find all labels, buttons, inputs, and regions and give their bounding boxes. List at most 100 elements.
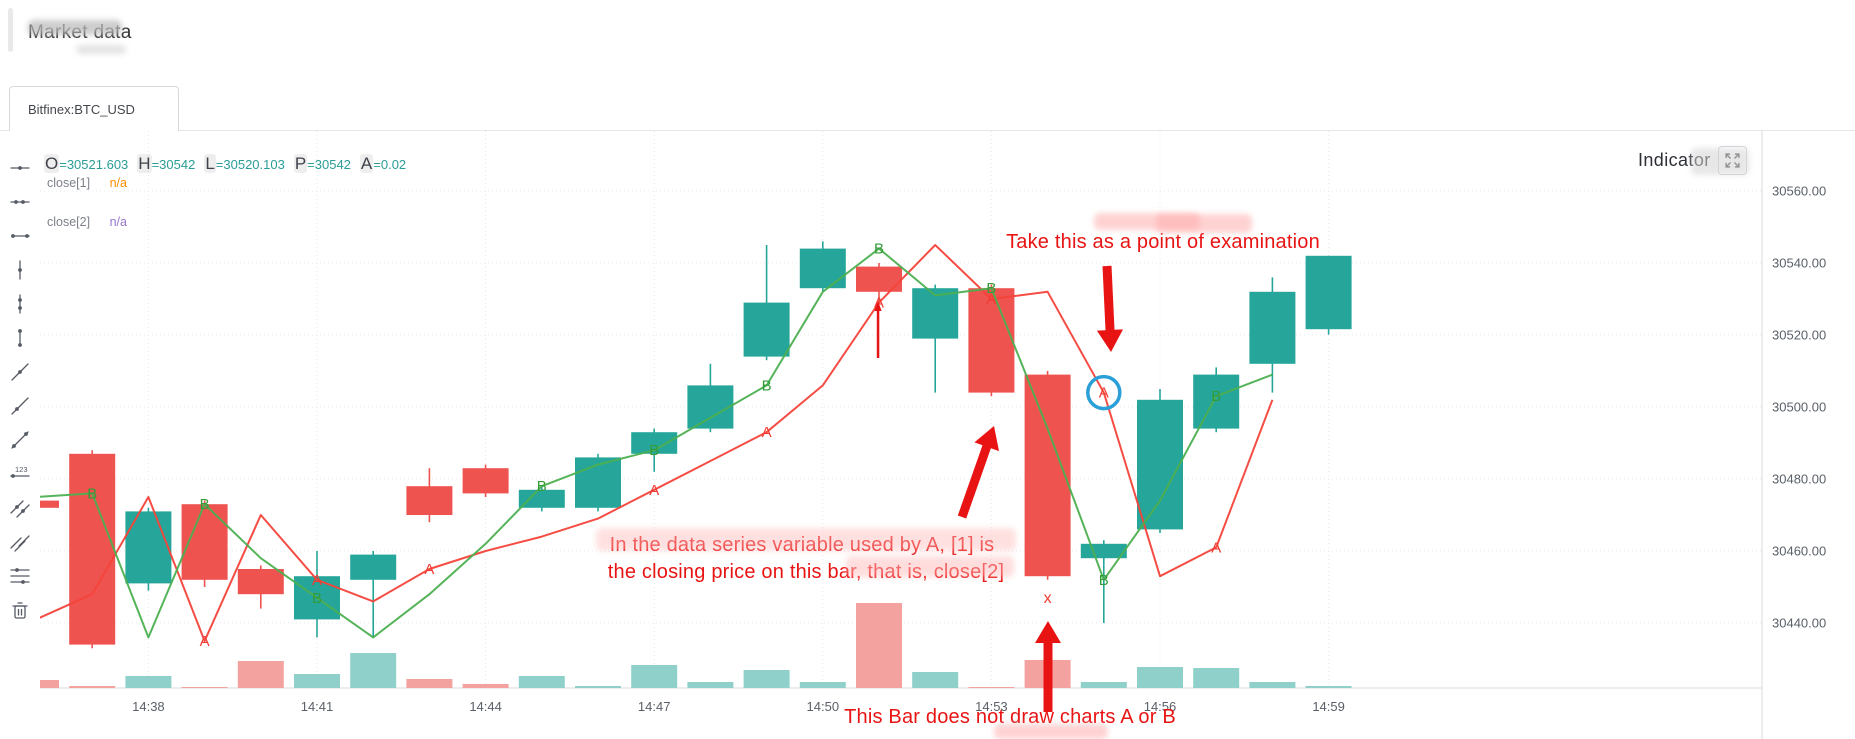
time-axis-label: 14:59 [1312,699,1345,714]
vertical-line-tool-icon [18,260,22,280]
volume-bar [912,672,959,688]
delete-tool-icon [12,602,28,619]
series-A-letter-marker: A [200,633,210,650]
vertical-segment-tool-icon [18,294,22,314]
volume-bar [631,665,678,688]
expand-icon [1725,153,1740,168]
trend-line-tool-icon [11,363,29,381]
candle [912,288,959,339]
time-axis-label: 14:50 [807,699,840,714]
legend-price-key: P [293,154,308,173]
tab-symbol[interactable]: Bitfinex:BTC_USD [9,86,179,131]
candle [40,500,59,508]
delete-tool[interactable] [7,597,33,623]
tab-symbol-label: Bitfinex:BTC_USD [28,101,135,117]
series-B-letter-marker: B [874,241,884,258]
price-axis-label: 30440.00 [1772,616,1826,631]
time-axis-label: 14:53 [975,699,1008,714]
volume-bar [575,686,621,688]
legend-amount-value: =0.02 [373,157,407,172]
legend-low-key: L [204,154,216,173]
candle [687,385,734,429]
candle [743,302,790,357]
volume-bar [1305,686,1352,688]
legend-close2-label: close[2] [47,215,91,229]
annotation-arrow [874,301,882,358]
x-marker: x [1044,590,1052,607]
page-header: Market data Bitfinex:BTC_USD [0,0,1855,131]
expand-button[interactable] [1717,146,1747,175]
annotation-arrow [957,426,999,519]
candle [237,569,284,595]
time-axis-label: 14:56 [1144,699,1177,714]
flat-channel-tool[interactable] [7,563,33,589]
series-A-letter-marker: A [762,424,772,441]
trend-line-tool[interactable] [7,359,33,385]
annotation-arrow [1096,265,1123,352]
annotation-text: the closing price on this bar, that is, … [608,561,1004,583]
candle [1193,374,1240,429]
series-A-letter-marker: A [649,482,659,499]
vertical-ray-tool-icon [18,329,22,347]
page-title: Market data [28,22,132,43]
indicator-header: Indicator [1638,146,1747,175]
series-B-letter-marker: B [1211,388,1221,405]
series-A-letter-marker: A [424,561,434,578]
series-B-letter-marker: B [87,485,97,502]
candle [575,457,621,508]
legend-close2-value: n/a [109,215,127,229]
price-note-tool[interactable]: 123 [7,461,33,487]
volume-bar [350,653,397,688]
disjoint-channel-tool[interactable] [7,529,33,555]
annotation-text: In the data series variable used by A, [… [610,534,995,556]
info-line-tool[interactable] [7,427,33,453]
legend-close2-row: close[2] n/a [47,215,127,229]
vertical-ray-tool[interactable] [7,325,33,351]
volume-bar [1080,682,1127,688]
vertical-line-tool[interactable] [7,257,33,283]
vertical-segment-tool[interactable] [7,291,33,317]
candle [799,248,846,289]
candle [1249,291,1296,364]
volume-bar [69,686,116,688]
cross-line-tool[interactable] [7,155,33,181]
candle [1137,399,1183,530]
price-axis-label: 30560.00 [1772,184,1826,199]
series-B-letter-marker: B [537,478,547,495]
parallel-channel-tool[interactable] [7,495,33,521]
series-A-line [40,244,1274,642]
series-A-letter-marker: A [1099,385,1109,402]
horizontal-ray-tool[interactable] [7,223,33,249]
candle [350,554,397,580]
volume-bar [462,684,509,688]
candle [856,266,902,292]
volume-bar [294,674,340,688]
ray-tool-icon [11,397,29,415]
ray-tool[interactable] [7,393,33,419]
price-note-tool-icon: 123 [10,465,30,478]
legend-close1-value: n/a [109,176,127,190]
disjoint-channel-tool-icon [10,535,30,552]
flat-channel-tool-icon [10,568,30,584]
legend-close1-row: close[1] n/a [47,176,127,190]
candle [69,453,116,645]
volume-bar [40,680,59,688]
volume-bar [125,676,172,688]
candle [1305,255,1352,330]
candle [968,288,1015,393]
series-B-letter-marker: B [986,280,996,297]
series-B-line [40,247,1273,639]
svg-text:123: 123 [15,465,28,474]
time-axis-label: 14:38 [132,699,165,714]
series-B-letter-marker: B [1099,572,1109,589]
info-line-tool-icon [11,431,29,449]
horizontal-ray-tool-icon [11,234,30,238]
legend-high-value: =30542 [151,157,196,172]
volume-bar [968,687,1015,688]
volume-bar [799,682,846,688]
series-A-letter-marker: A [986,291,996,308]
volume-bar [856,603,902,688]
horizontal-line-tool[interactable] [7,189,33,215]
candle [1024,374,1071,577]
